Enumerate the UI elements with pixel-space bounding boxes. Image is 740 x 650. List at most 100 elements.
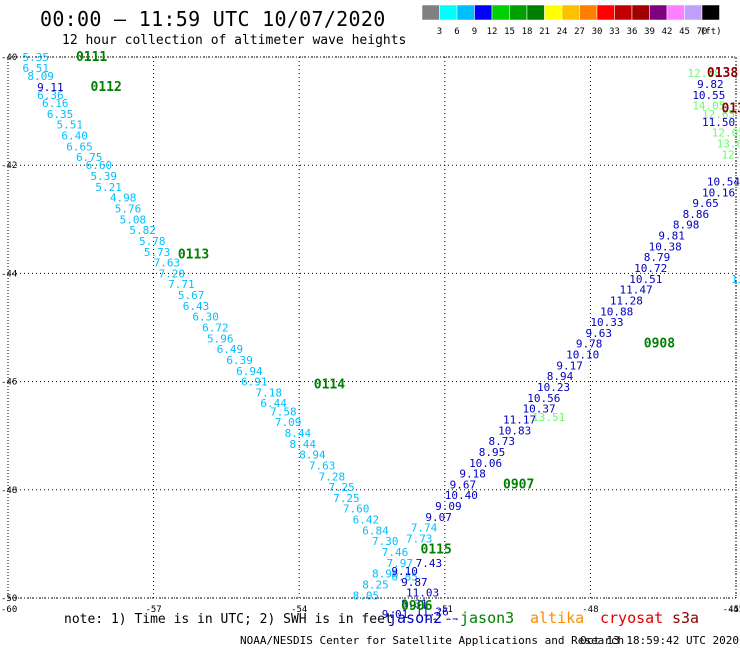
wave-height-value: 5.73 <box>144 246 171 259</box>
wave-height-value: 7.28 <box>319 470 346 483</box>
colorbar-label: 30 <box>592 27 603 37</box>
x-tick-label: -51 <box>437 605 453 615</box>
chart-subtitle: 12 hour collection of altimeter wave hei… <box>62 33 407 48</box>
wave-height-value: 7.18 <box>256 386 283 399</box>
wave-height-value: 8.25 <box>362 578 389 591</box>
colorbar-label: 18 <box>522 27 533 37</box>
wave-height-value: 6.75 <box>76 151 103 164</box>
wave-height-value: 7.73 <box>406 532 433 545</box>
legend-jason3: jason3 <box>460 609 515 627</box>
wave-height-value: 6.84 <box>362 524 389 537</box>
wave-height-value: 9.82 <box>697 78 724 91</box>
wave-height-value: 11.17 <box>503 413 536 426</box>
wave-height-value: 10.55 <box>692 89 725 102</box>
wave-height-value: 5.67 <box>178 289 205 302</box>
wave-height-value: 6.91 <box>241 376 268 389</box>
wave-height-value: 6.42 <box>353 514 380 527</box>
colorbar-label: 9 <box>472 27 477 37</box>
wave-height-value: 11.26 <box>416 606 449 619</box>
wave-height-value: 6.43 <box>183 300 210 313</box>
wave-height-value: 6.85 <box>391 570 418 583</box>
wave-height-value: 10.37 <box>522 403 555 416</box>
legend-altika: altika <box>530 609 585 627</box>
wave-height-value: 10.10 <box>566 349 599 362</box>
wave-height-value: 5.78 <box>139 235 166 248</box>
wave-height-value: 6.72 <box>202 322 229 335</box>
wave-height-value: 8.94 <box>547 370 574 383</box>
wave-height-value: 9.63 <box>586 327 613 340</box>
legend-cryosat: cryosat <box>600 609 664 627</box>
wave-height-value: 8.79 <box>644 251 671 264</box>
wave-height-value: 7.74 <box>411 522 438 535</box>
wave-height-value: 9.10 <box>391 565 418 578</box>
x-tick-label: -57 <box>145 605 161 615</box>
wave-height-value: 7.63 <box>154 257 181 270</box>
wave-height-value: 11.47 <box>620 284 653 297</box>
y-tick-label: -46 <box>1 378 17 388</box>
wave-height-value: 7.25 <box>333 492 360 505</box>
wave-height-value: 7.63 <box>309 459 336 472</box>
track-time-label: 0112 <box>91 80 122 95</box>
wave-height-value: 10.23 <box>537 381 570 394</box>
wave-height-value: 9.78 <box>576 338 603 351</box>
corner-label-left: -60 <box>1 605 17 615</box>
x-tick-label: -45 <box>728 605 740 615</box>
y-tick-label: -40 <box>1 53 17 63</box>
wave-height-value: 11.50 <box>702 116 735 129</box>
wave-height-value: 14.05 <box>692 100 725 113</box>
legend-jason2: jason2 <box>388 609 443 627</box>
y-tick-label: -50 <box>1 594 17 604</box>
wave-height-value: 10.97 <box>425 616 458 620</box>
wave-height-value: 10.83 <box>498 424 531 437</box>
track-time-label: 0114 <box>314 377 345 392</box>
wave-height-value: 6.49 <box>217 343 244 356</box>
wave-height-value: 6.60 <box>86 159 113 172</box>
generated-timestamp: Oct 13 18:59:42 UTC 2020 <box>580 634 739 647</box>
wave-height-value: 10.56 <box>527 392 560 405</box>
wave-height-value: 8.09 <box>27 70 54 83</box>
wave-height-value: 5.39 <box>91 170 118 183</box>
wave-height-value: 7.97 <box>387 557 414 570</box>
footnote: note: 1) Time is in UTC; 2) SWH is in fe… <box>64 612 393 627</box>
chart-title: 00:00 – 11:59 UTC 10/07/2020 <box>40 7 386 31</box>
wave-height-value: 7.58 <box>270 405 297 418</box>
wave-height-value: 6.94 <box>236 365 263 378</box>
wave-height-value: 8.98 <box>673 219 700 232</box>
wave-height-value: 9.87 <box>401 576 428 589</box>
wave-height-value: 13.51 <box>532 411 565 424</box>
wave-height-value: 9.18 <box>459 468 486 481</box>
wave-height-value: 9.11 <box>37 81 64 94</box>
track-time-label: 0906 <box>401 599 432 614</box>
track-time-label: 0138 <box>707 66 738 81</box>
track-time-label: 0115 <box>421 542 452 557</box>
colorbar-label: 39 <box>644 27 655 37</box>
wave-height-value: 7.46 <box>382 546 409 559</box>
colorbar-label: 24 <box>557 27 568 37</box>
wave-height-value: 10.40 <box>445 489 478 502</box>
wave-height-value: 12.18 <box>687 67 720 80</box>
wave-height-value: 5.21 <box>95 181 122 194</box>
y-tick-label: -44 <box>1 269 17 279</box>
wave-height-value: 7.30 <box>372 535 399 548</box>
wave-height-value: 13.04 <box>717 138 740 151</box>
wave-height-value: 8.94 <box>299 449 326 462</box>
wave-height-value: 9.07 <box>425 511 452 524</box>
wave-height-value: 6.30 <box>192 311 219 324</box>
wave-height-value: 12.05 <box>712 127 740 140</box>
wave-height-value: 7.60 <box>343 503 370 516</box>
legend-s3a: s3a <box>672 609 700 627</box>
colorbar-label: 45 <box>679 27 690 37</box>
wave-height-value: 8.44 <box>289 438 316 451</box>
wave-height-value: 9.17 <box>556 359 583 372</box>
wave-height-value: 4.98 <box>110 192 137 205</box>
x-tick-label: -54 <box>291 605 307 615</box>
wave-height-value: 9.81 <box>658 230 685 243</box>
colorbar-label: 70 <box>697 27 708 37</box>
wave-height-value: 11.03 <box>406 587 439 600</box>
wave-height-value: 5.35 <box>23 51 49 64</box>
track-time-label: 0137 <box>721 101 740 116</box>
wave-height-value: 10.72 <box>634 262 667 275</box>
colorbar-label: 42 <box>662 27 673 37</box>
track-time-label: 0113 <box>178 247 209 262</box>
